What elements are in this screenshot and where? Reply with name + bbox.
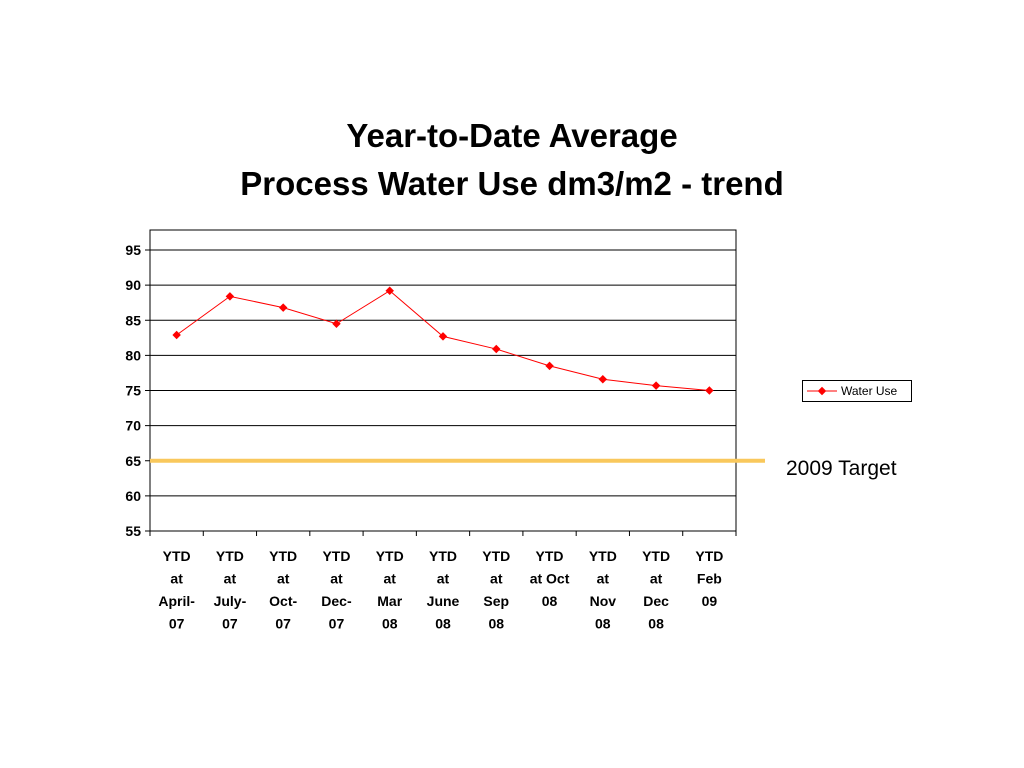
x-tick-label-line: YTD [536, 548, 564, 564]
x-tick-label-line: 07 [222, 616, 238, 632]
x-tick-label-line: Nov [590, 593, 617, 609]
plot-area [149, 229, 737, 532]
x-tick-label: YTD at April- 07 [158, 548, 195, 632]
x-tick-label-line: 07 [275, 616, 291, 632]
x-tick-label-line: YTD [429, 548, 457, 564]
x-tick-label-line: Sep [483, 593, 509, 609]
x-tick-label-line: Dec [643, 593, 669, 609]
x-tick-label-line: 08 [382, 616, 398, 632]
x-axis: YTD at April- 07 YTD at July- 07 YTD at Oct- 07 YTD a… [149, 531, 737, 632]
y-tick-label: 55 [125, 523, 141, 539]
x-tick-label-line: Dec- [321, 593, 352, 609]
data-point [438, 332, 448, 341]
x-tick-label-line: at [490, 571, 503, 587]
data-point [172, 330, 181, 340]
data-point [651, 381, 661, 390]
x-tick-label-line: Oct- [269, 593, 297, 609]
x-tick-label-line: 08 [488, 616, 504, 632]
y-tick-label: 70 [125, 418, 141, 434]
x-tick-label-line: 09 [702, 593, 718, 609]
gridlines [150, 249, 736, 497]
x-tick-label: YTD at Oct 08 [530, 548, 570, 609]
x-tick-label-line: 07 [329, 616, 345, 632]
x-tick-label-line: at [384, 571, 397, 587]
x-tick-label: YTD at July- 07 [214, 548, 247, 632]
x-tick-label: YTD at June 08 [427, 548, 460, 632]
data-point [332, 319, 341, 329]
x-tick-label-line: YTD [216, 548, 244, 564]
y-tick-label: 95 [125, 242, 141, 258]
y-tick-label: 60 [125, 488, 141, 504]
y-axis: 55 60 65 70 75 80 85 90 95 [125, 242, 150, 539]
x-tick-label-line: 07 [169, 616, 185, 632]
x-tick-label-line: 08 [648, 616, 664, 632]
x-tick-label-line: YTD [163, 548, 191, 564]
y-tick-label: 80 [125, 347, 141, 363]
x-tick-label: YTD at Mar 08 [376, 548, 404, 632]
x-tick-label-line: at [224, 571, 237, 587]
x-tick-label-line: June [427, 593, 460, 609]
x-tick-label-line: at [170, 571, 183, 587]
x-tick-label-line: at [437, 571, 450, 587]
data-point [492, 344, 501, 354]
x-tick-label-line: YTD [376, 548, 404, 564]
legend: Water Use [802, 380, 912, 402]
y-tick-label: 85 [125, 312, 141, 328]
x-tick-label-line: 08 [595, 616, 611, 632]
x-tick-label: YTD at Nov 08 [589, 548, 617, 632]
x-tick-label-line: YTD [322, 548, 350, 564]
data-point [545, 361, 554, 371]
x-tick-label-line: at Oct [530, 571, 570, 587]
x-tick-label-line: YTD [695, 548, 723, 564]
x-tick-label-line: Feb [697, 571, 722, 587]
x-tick-label-line: at [330, 571, 343, 587]
y-tick-label: 65 [125, 453, 141, 469]
legend-marker-icon [807, 386, 837, 396]
x-tick-label-line: 08 [435, 616, 451, 632]
data-point [278, 303, 288, 312]
y-tick-label: 75 [125, 383, 141, 399]
chart-title-line-1: Year-to-Date Average [346, 117, 678, 154]
x-tick-label-line: April- [158, 593, 195, 609]
x-tick-label-line: at [650, 571, 663, 587]
x-tick-label: YTD Feb 09 [695, 548, 723, 609]
x-tick-label-line: YTD [642, 548, 670, 564]
x-tick-label-line: YTD [589, 548, 617, 564]
x-tick-label-line: YTD [482, 548, 510, 564]
x-tick-label: YTD at Dec- 07 [321, 548, 352, 632]
x-tick-label-line: YTD [269, 548, 297, 564]
chart-title-line-2: Process Water Use dm3/m2 - trend [240, 165, 784, 202]
data-point [598, 375, 608, 384]
x-tick-label-line: at [277, 571, 290, 587]
y-tick-label: 90 [125, 277, 141, 293]
data-point [705, 386, 714, 395]
data-point [385, 286, 394, 295]
x-tick-label-line: at [597, 571, 610, 587]
x-tick-label: YTD at Sep 08 [482, 548, 510, 632]
chart-title: Year-to-Date Average Process Water Use d… [0, 112, 1024, 208]
x-tick-label-line: July- [214, 593, 247, 609]
series-water-use [172, 286, 714, 395]
data-point [225, 292, 235, 301]
x-tick-label-line: Mar [377, 593, 402, 609]
target-label: 2009 Target [786, 457, 897, 480]
legend-label-water-use: Water Use [841, 384, 898, 398]
x-tick-label: YTD at Oct- 07 [269, 548, 297, 632]
x-tick-label: YTD at Dec 08 [642, 548, 670, 632]
x-tick-label-line: 08 [542, 593, 558, 609]
